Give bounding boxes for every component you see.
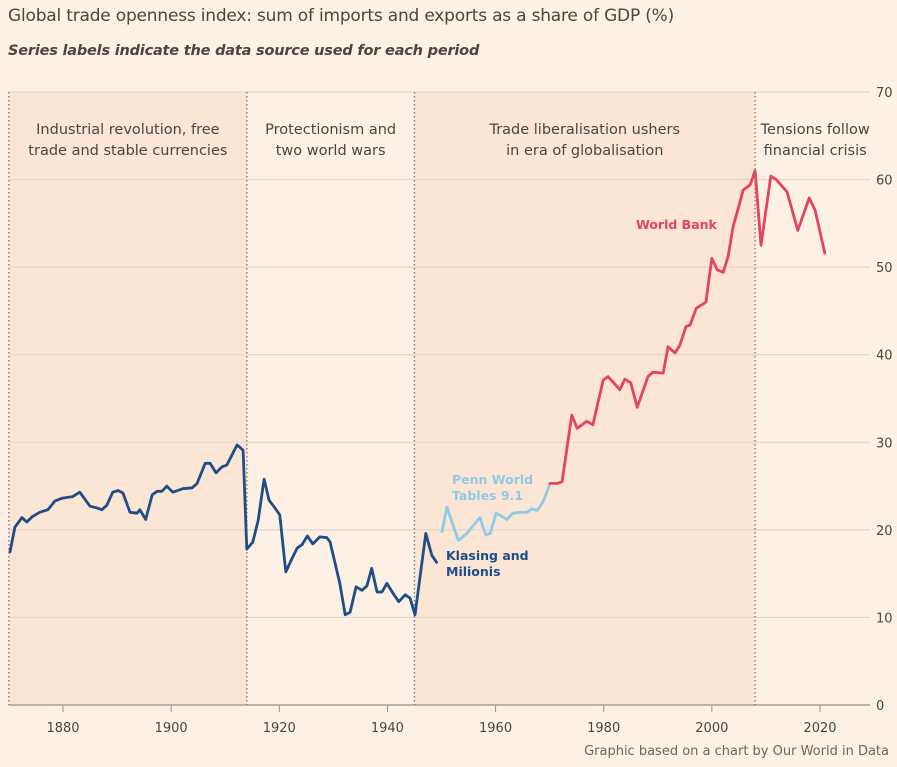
period-label: two world wars <box>276 143 386 159</box>
source-footer: Graphic based on a chart by Our World in… <box>584 744 889 759</box>
x-tick-label: 1920 <box>263 721 296 736</box>
period-label: Protectionism and <box>265 122 396 138</box>
x-tick-label: 1960 <box>479 721 512 736</box>
series-line-world-bank <box>548 169 827 485</box>
series-label: Milionis <box>446 564 501 579</box>
series-label: Tables 9.1 <box>452 488 523 503</box>
x-tick-label: 1880 <box>46 721 79 736</box>
y-tick-label: 20 <box>876 524 893 539</box>
period-shading <box>414 92 756 705</box>
series-label: Penn World <box>452 472 533 487</box>
y-tick-label: 0 <box>876 699 884 714</box>
x-tick-label: 1980 <box>587 721 620 736</box>
series-label: Klasing and <box>446 548 529 563</box>
chart-subtitle: Series labels indicate the data source u… <box>8 43 480 59</box>
x-tick-label: 1940 <box>371 721 404 736</box>
series-line-klasing-and-milionis <box>8 443 439 617</box>
y-tick-label: 30 <box>876 436 893 451</box>
series-line-penn-world-tables-9-1 <box>440 481 552 542</box>
period-shading <box>8 92 247 705</box>
y-tick-label: 70 <box>876 86 893 101</box>
x-tick-label: 1900 <box>155 721 188 736</box>
period-label: trade and stable currencies <box>28 143 227 159</box>
y-tick-label: 60 <box>876 174 893 189</box>
period-label: Trade liberalisation ushers <box>488 122 680 138</box>
period-label: in era of globalisation <box>506 143 663 159</box>
x-tick-label: 2000 <box>695 721 728 736</box>
x-tick-label: 2020 <box>803 721 836 736</box>
chart-title: Global trade openness index: sum of impo… <box>8 6 675 26</box>
period-label: financial crisis <box>764 143 867 159</box>
y-tick-label: 40 <box>876 349 893 364</box>
period-label: Industrial revolution, free <box>36 122 220 138</box>
period-label: Tensions follow <box>760 122 870 138</box>
series-label: World Bank <box>636 217 718 232</box>
y-tick-label: 10 <box>876 611 893 626</box>
y-tick-label: 50 <box>876 261 893 276</box>
